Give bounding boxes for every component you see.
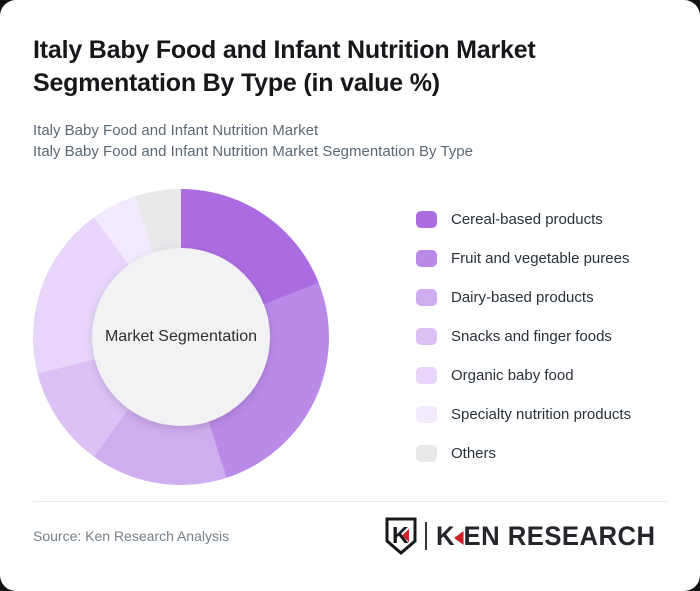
- legend-label: Others: [451, 444, 497, 462]
- red-triangle-icon: [454, 530, 464, 545]
- donut-chart: Market Segmentation: [33, 188, 329, 486]
- chart-section: Market Segmentation Cereal-based product…: [0, 188, 700, 486]
- legend-item: Specialty nutrition products: [416, 404, 667, 424]
- donut-center-label: Market Segmentation: [104, 328, 258, 345]
- legend-item: Snacks and finger foods: [416, 326, 667, 346]
- page-title-line2: Segmentation By Type (in value %): [33, 69, 440, 97]
- legend-item: Dairy-based products: [416, 287, 667, 307]
- logo-separator: [424, 522, 427, 550]
- ken-research-shield-icon: K: [385, 517, 417, 555]
- legend-swatch: [416, 405, 437, 423]
- legend-label: Specialty nutrition products: [451, 405, 632, 423]
- footer-divider: [33, 501, 667, 502]
- legend-swatch: [416, 327, 437, 345]
- legend-label: Cereal-based products: [451, 210, 603, 228]
- legend-swatch: [416, 444, 437, 462]
- legend-item: Organic baby food: [416, 365, 667, 385]
- header: Italy Baby Food and Infant Nutrition Mar…: [0, 0, 700, 162]
- donut-hole: Market Segmentation: [92, 248, 270, 426]
- red-arrow-icon: [401, 529, 409, 542]
- brand-wordmark-rest: EN RESEARCH: [463, 520, 656, 551]
- legend-item: Others: [416, 443, 667, 463]
- legend: Cereal-based products Fruit and vegetable…: [416, 188, 667, 463]
- legend-swatch: [416, 366, 437, 384]
- footer: Source: Ken Research Analysis K K EN RES…: [33, 516, 667, 556]
- legend-item: Cereal-based products: [416, 209, 667, 229]
- legend-label: Dairy-based products: [451, 288, 594, 306]
- subtitle-block: Italy Baby Food and Infant Nutrition Mar…: [33, 120, 667, 162]
- legend-item: Fruit and vegetable purees: [416, 248, 667, 268]
- legend-label: Snacks and finger foods: [451, 327, 612, 345]
- brand-wordmark-k: K: [435, 520, 455, 551]
- brand-wordmark: K EN RESEARCH: [436, 521, 655, 552]
- page-title: Italy Baby Food and Infant Nutrition Mar…: [33, 34, 667, 100]
- page-title-line1: Italy Baby Food and Infant Nutrition Mar…: [33, 36, 536, 64]
- legend-swatch: [416, 210, 437, 228]
- legend-swatch: [416, 249, 437, 267]
- subtitle-line2: Italy Baby Food and Infant Nutrition Mar…: [33, 143, 473, 160]
- source-text: Source: Ken Research Analysis: [33, 528, 230, 544]
- legend-label: Organic baby food: [451, 366, 574, 384]
- svg-text:K: K: [392, 522, 409, 548]
- legend-swatch: [416, 288, 437, 306]
- ken-research-logo: K K EN RESEARCH: [384, 516, 667, 556]
- legend-label: Fruit and vegetable purees: [451, 249, 630, 267]
- subtitle-line1: Italy Baby Food and Infant Nutrition Mar…: [33, 122, 319, 139]
